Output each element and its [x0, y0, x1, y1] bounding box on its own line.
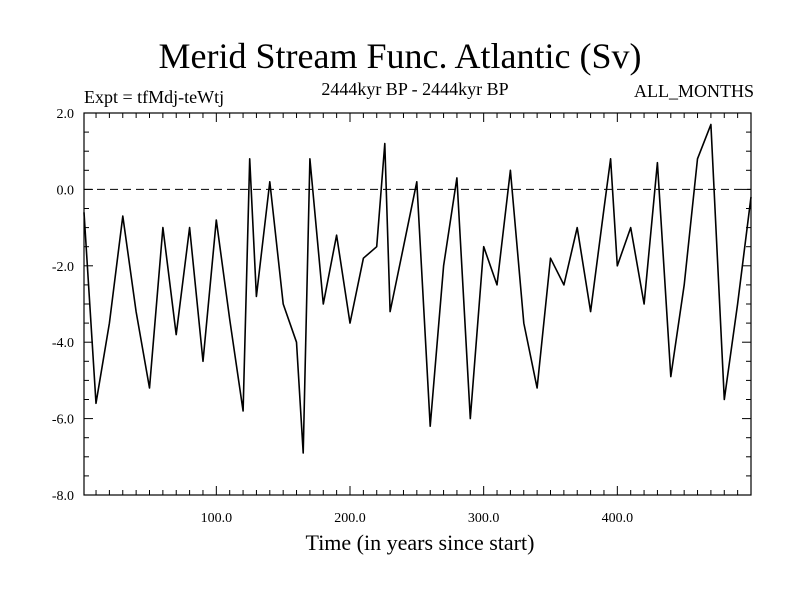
x-tick-label: 100.0 — [201, 511, 233, 526]
chart-title: Merid Stream Func. Atlantic (Sv) — [158, 36, 642, 76]
chart-subtitle: 2444kyr BP - 2444kyr BP — [321, 79, 509, 99]
y-tick-label: -2.0 — [52, 260, 74, 275]
plot-frame — [83, 112, 752, 496]
y-tick-label: -4.0 — [52, 336, 74, 351]
x-tick-label: 200.0 — [334, 511, 366, 526]
y-tick-label: -6.0 — [52, 413, 74, 428]
y-tick-label: -8.0 — [52, 489, 74, 504]
series-line-0 — [83, 123, 752, 454]
x-axis-label: Time (in years since start) — [305, 530, 535, 555]
x-tick-label: 400.0 — [602, 511, 634, 526]
y-tick-label: 2.0 — [57, 107, 75, 122]
experiment-label: Expt = tfMdj-teWtj — [84, 87, 225, 107]
months-label: ALL_MONTHS — [634, 81, 754, 101]
x-tick-label: 300.0 — [468, 511, 500, 526]
y-tick-label: 0.0 — [57, 183, 75, 198]
